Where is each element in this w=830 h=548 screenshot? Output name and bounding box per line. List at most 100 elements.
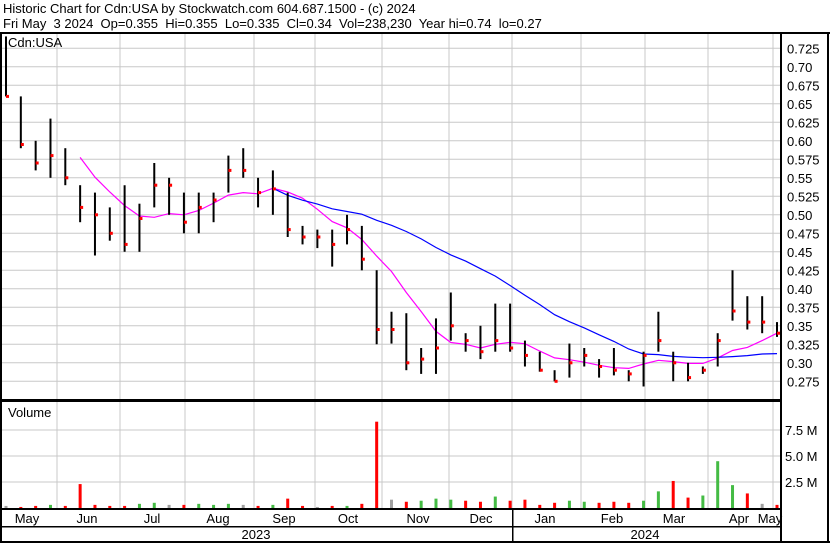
price-tick-label: 0.35 — [787, 319, 812, 334]
close-tick — [762, 320, 766, 324]
close-tick — [599, 365, 603, 368]
close-tick — [643, 353, 647, 357]
close-tick — [80, 205, 84, 209]
month-label: Jan — [535, 511, 556, 526]
chart-frame — [0, 32, 830, 543]
price-tick-label: 0.45 — [787, 245, 812, 260]
close-tick — [317, 235, 321, 239]
volume-bar — [523, 499, 527, 508]
close-tick — [361, 257, 365, 261]
price-tick-label: 0.65 — [787, 97, 812, 112]
close-tick — [287, 228, 291, 232]
close-tick — [272, 187, 276, 191]
close-tick — [65, 176, 69, 180]
close-tick — [688, 376, 692, 380]
volume-bar — [567, 500, 571, 508]
close-tick — [124, 242, 128, 246]
volume-bar — [315, 506, 319, 508]
month-label: Mar — [663, 511, 686, 526]
close-tick — [139, 217, 143, 220]
price-tick-label: 0.275 — [787, 374, 820, 389]
price-tick-label: 0.375 — [787, 300, 820, 315]
volume-bar — [182, 504, 186, 508]
volume-bar — [760, 503, 764, 508]
volume-bar — [553, 502, 557, 508]
volume-bar — [404, 501, 408, 508]
symbol-label: Cdn:USA — [8, 35, 63, 50]
close-tick — [169, 183, 173, 187]
volume-bar — [63, 505, 67, 508]
close-tick — [406, 361, 410, 365]
price-tick-label: 0.325 — [787, 337, 820, 352]
month-label: Oct — [338, 511, 359, 526]
volume-bar — [212, 504, 216, 508]
month-label: May — [15, 511, 40, 526]
close-tick — [628, 372, 632, 376]
close-tick — [673, 361, 677, 365]
month-label: Aug — [206, 511, 229, 526]
close-tick — [302, 235, 306, 239]
chart-header-quote: Fri May 3 2024 Op=0.355 Hi=0.355 Lo=0.33… — [3, 16, 542, 31]
month-label: Apr — [729, 511, 750, 526]
month-label: Sep — [272, 511, 295, 526]
price-tick-label: 0.60 — [787, 134, 812, 149]
close-tick — [35, 161, 39, 165]
close-tick — [465, 339, 469, 343]
volume-bar — [493, 496, 497, 508]
volume-label: Volume — [8, 405, 51, 420]
close-tick — [94, 213, 98, 217]
month-label: Nov — [406, 511, 430, 526]
volume-bar — [642, 500, 646, 508]
moving-averages — [79, 157, 778, 370]
chart-header-title: Historic Chart for Cdn:USA by Stockwatch… — [3, 1, 416, 16]
volume-bar — [271, 504, 275, 508]
volume-bar — [656, 491, 660, 508]
volume-bar — [330, 505, 334, 508]
volume-bar — [286, 498, 290, 508]
volume-bar — [375, 421, 379, 508]
close-tick — [717, 339, 721, 343]
volume-bar — [701, 495, 705, 508]
close-tick — [435, 346, 439, 350]
close-tick — [154, 183, 158, 187]
close-tick — [198, 205, 202, 209]
price-tick-label: 0.525 — [787, 189, 820, 204]
volume-bar — [627, 502, 631, 508]
close-tick — [524, 353, 528, 357]
volume-bar — [108, 505, 112, 508]
close-tick — [702, 368, 706, 372]
volume-bar — [538, 504, 542, 508]
volume-bar — [48, 504, 52, 508]
close-tick — [584, 353, 588, 357]
close-tick — [421, 357, 425, 361]
month-label: Jun — [77, 511, 98, 526]
volume-bar — [197, 503, 201, 508]
volume-bar — [686, 497, 690, 508]
volume-bar — [152, 502, 156, 508]
volume-bar — [137, 503, 141, 508]
volume-bar — [582, 501, 586, 508]
month-label: Feb — [601, 511, 623, 526]
month-label: May — [758, 511, 783, 526]
close-tick — [347, 228, 351, 232]
price-tick-label: 0.625 — [787, 115, 820, 130]
volume-bar — [93, 504, 97, 508]
volume-bar — [612, 501, 616, 508]
volume-bar — [78, 484, 82, 508]
close-tick — [6, 94, 9, 98]
close-tick — [777, 331, 780, 335]
volume-bar — [671, 480, 675, 508]
close-tick — [658, 339, 662, 343]
close-tick — [510, 346, 514, 350]
year-label: 2024 — [631, 527, 660, 542]
volume-tick-label: 7.5 M — [785, 423, 818, 438]
price-tick-label: 0.50 — [787, 208, 812, 223]
volume-bar — [301, 505, 305, 508]
year-label: 2023 — [242, 527, 271, 542]
volume-bar — [745, 493, 749, 508]
price-tick-label: 0.575 — [787, 152, 820, 167]
price-tick-label: 0.675 — [787, 78, 820, 93]
volume-tick-label: 2.5 M — [785, 475, 818, 490]
close-tick — [228, 168, 232, 172]
